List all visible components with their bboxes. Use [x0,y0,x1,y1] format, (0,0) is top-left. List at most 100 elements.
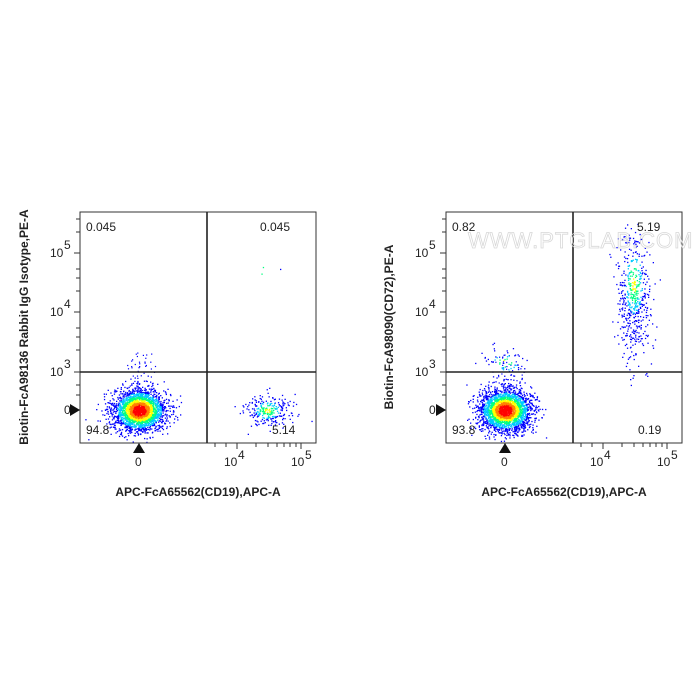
event-dot [262,412,265,414]
event-dot [160,413,162,415]
event-dot [128,408,131,410]
event-dot [269,404,271,406]
event-dot [521,397,524,399]
event-dot [510,404,512,406]
event-dot [120,398,122,400]
event-dot [116,409,118,412]
event-dot [514,389,516,392]
event-dot [523,434,525,436]
event-dot [510,415,513,417]
event-dot [500,418,502,420]
event-dot [126,426,129,428]
event-dot [138,390,140,392]
event-dot [487,400,489,402]
event-dot [269,414,271,416]
event-dot [155,405,157,407]
event-dot [487,384,490,386]
event-dot [496,388,498,390]
event-dot [162,415,165,417]
event-dot [515,397,517,399]
event-dot [490,420,492,423]
event-dot [129,430,131,432]
event-dot [117,408,119,410]
event-dot [269,430,271,432]
event-dot [145,357,147,359]
event-dot [476,399,479,401]
event-dot [156,392,158,394]
event-dot [118,407,120,409]
event-dot [134,410,136,412]
event-dot [504,418,506,420]
event-dot [170,394,172,397]
event-dot [510,379,512,381]
event-dot [260,405,262,408]
event-dot [513,395,515,397]
event-dot [528,400,531,402]
event-dot [149,405,151,407]
event-dot [498,428,501,431]
event-dot [138,396,140,398]
event-dot [135,390,137,392]
event-dot [132,416,134,419]
event-dot [139,410,141,412]
event-dot [145,393,148,395]
event-dot [130,407,133,409]
event-dot [115,405,117,407]
event-dot [509,394,511,397]
event-dot [268,409,270,412]
event-dot [495,408,497,410]
event-dot [160,404,162,407]
event-dot [487,414,489,417]
event-dot [158,413,160,416]
event-dot [141,409,143,411]
event-dot [159,405,161,407]
event-dot [153,387,155,390]
event-dot [519,399,521,401]
event-dot [485,391,487,393]
event-dot [496,394,498,396]
event-dot [255,424,258,426]
event-dot [270,408,273,410]
event-dot [516,405,518,407]
event-dot [113,393,116,395]
event-dot [515,405,517,408]
event-dot [166,414,168,416]
event-dot [521,409,523,411]
event-dot [499,393,501,395]
event-dot [150,388,152,390]
event-dot [110,408,112,410]
event-dot [140,428,142,431]
event-dot [107,418,110,420]
event-dot [117,416,120,419]
event-dot [134,387,136,389]
event-dot [149,421,151,423]
event-dot [512,426,514,428]
event-dot [535,411,538,413]
event-dot [125,426,127,428]
event-dot [106,423,108,425]
event-dot [127,425,129,427]
event-dot [139,422,141,424]
event-dot [528,426,531,429]
event-dot [498,426,500,428]
event-dot [274,424,277,426]
event-dot [500,415,502,418]
event-dot [153,396,155,398]
event-dot [273,404,276,406]
event-dot [119,409,121,412]
event-dot [161,419,164,421]
event-dot [298,413,300,416]
event-dot [144,423,146,425]
event-dot [487,391,489,393]
event-dot [148,413,151,415]
event-dot [520,420,522,422]
event-dot [154,396,157,398]
event-dot [480,411,482,413]
event-dot [108,422,110,424]
event-dot [523,410,526,412]
event-dot [506,392,508,394]
event-dot [136,375,139,377]
event-dot [510,399,512,401]
event-dot [145,397,148,400]
event-dot [488,396,491,398]
